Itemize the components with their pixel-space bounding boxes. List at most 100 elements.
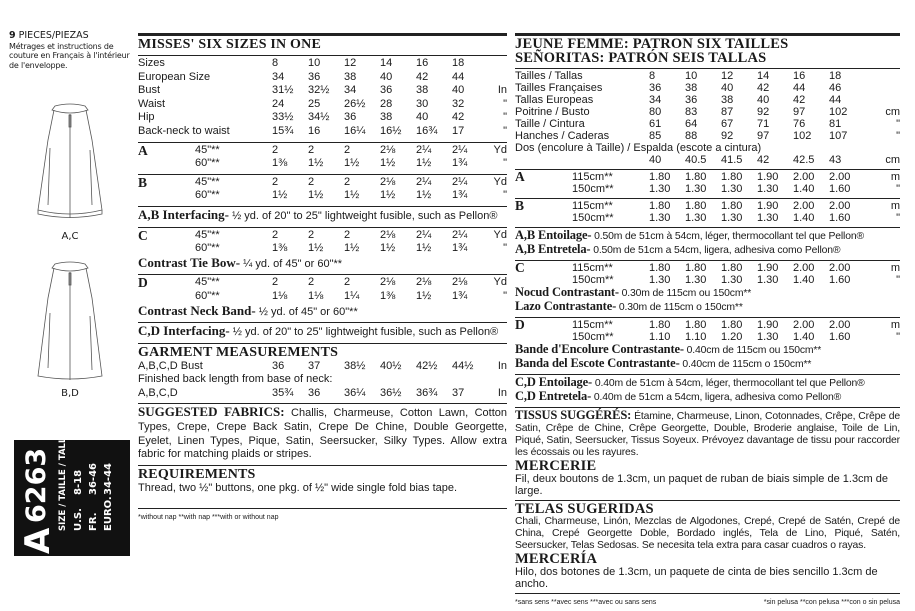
size-value: 16¾ [416,124,438,137]
size-value: 40 [757,94,770,106]
size-value: 1½ [308,157,324,170]
table-row: 60"** 1½ 1½ 1½ 1½ 1½ 1¾ " [138,189,507,203]
size-value: 1.80 [649,319,671,331]
footnote: *sans sens **avec sens ***avec ou sans s… [515,595,900,608]
size-value: 1¾ [452,242,468,255]
size-value: 15¾ [272,124,294,137]
region: FR. [88,512,99,531]
text-line: Fil, deux boutons de 1.3cm, un paquet de… [515,473,889,497]
size-value: 16 [416,57,429,69]
section: A,B Interfacing- ½ yd. of 20" to 25" lig… [138,205,507,227]
size-value: 2 [308,276,315,289]
text-line: Thread, two ½" buttons, one pkg. of ½" w… [138,481,458,494]
size-value: 40 [380,70,393,83]
size-value: 42 [757,82,770,94]
size-value: 2 [272,228,279,241]
fabric-width: 60"** [195,242,220,255]
size-value: 1½ [416,289,432,302]
region: EURO. [103,496,114,531]
paragraph-lead: Bande d'Encolure Contrastante- [515,342,684,356]
paragraph: Bande d'Encolure Contrastante- 0.40cm de… [515,343,900,357]
view-letter: C [138,227,148,243]
section-heading: TELAS SUGERIDAS [515,501,654,517]
size-value: 1.90 [757,319,779,331]
size-value: 76 [793,118,806,130]
size-value: 1.80 [721,319,743,331]
size-value: 2⅛ [380,175,396,188]
paragraph: Contrast Neck Band- ½ yd. of 45" or 60"*… [138,303,507,320]
size-range-euro: EURO.34-44 [102,443,116,531]
size-value: 2⅛ [452,276,468,289]
fabric-width: 45"** [195,228,220,241]
size-value: 1.40 [793,183,815,195]
table-row: Tailles Françaises 36 38 40 42 44 46 [515,82,900,94]
size-value: 1½ [416,242,432,255]
size-value: 1.80 [649,262,671,274]
paragraph: Contrast Tie Bow- ¼ yd. of 45" or 60"** [138,255,507,272]
unit: " [896,274,900,286]
text-line: Dos (encolure à Taille) / Espalda (escot… [515,142,762,154]
size-value: 1.30 [685,212,707,224]
size-value: 42 [452,111,465,124]
row-label: Sizes [138,57,165,69]
size-value: 10 [308,57,321,69]
size-value: 44 [452,70,465,83]
unit: " [503,189,507,202]
footnote-left: *without nap **with nap ***with or witho… [138,514,279,522]
size-value: 1.30 [721,274,743,286]
fabric-width: 150cm** [572,331,614,343]
size-value: 44 [793,82,806,94]
table-row: B 115cm** 1.80 1.80 1.80 1.90 2.00 2.00 m [515,199,900,213]
paragraph: A,B Entoilage- 0.50m de 51cm à 54cm, lég… [515,229,900,243]
paragraph-text: ¼ yd. of 45" or 60"** [243,257,343,270]
size-value: 17 [452,124,465,137]
view-letter: A [138,142,148,158]
size-value: 36½ [380,386,402,399]
size-value: 12 [344,57,357,69]
section: REQUIREMENTS Thread, two ½" buttons, one … [138,464,507,509]
pieces-label: PIECES/PIEZAS [18,30,89,41]
size-value: 2¼ [416,228,432,241]
section: D 115cm** 1.80 1.80 1.80 1.90 2.00 2.00 m 150cm**… [515,317,900,374]
spacer [138,495,507,505]
size-label: SIZE / TAILLE / TALLA [58,431,68,531]
unit: " [896,130,900,142]
unit [488,57,507,71]
view-letter: C [515,260,525,275]
size-value: 2¼ [452,228,468,241]
size-value: 26½ [344,97,366,110]
unit: " [896,331,900,343]
size-value: 42 [793,94,806,106]
unit [488,71,507,85]
size-value: 2⅛ [380,228,396,241]
paragraph-text: 0.40cm de 115cm ou 150cm** [686,345,822,356]
size-value: 2⅛ [380,143,396,156]
size-value: 1½ [344,242,360,255]
size-value: 2 [344,228,351,241]
paragraph-text: ½ yd. of 20" to 25" lightweight fusible,… [232,326,499,339]
section: A 45"** 2 2 2 2⅛ 2¼ 2¼ Yd 60"** 1⅜ 1½ 1½ 1½ 1½ 1¾ " [138,141,507,174]
paragraph-lead: A,B Interfacing- [138,206,229,222]
table-row: A 115cm** 1.80 1.80 1.80 1.90 2.00 2.00 m [515,170,900,184]
row-label: Tallas Europeas [515,94,594,106]
size-value: 2¼ [452,143,468,156]
size-value: 40 [452,84,465,97]
size-value: 32 [452,97,465,110]
size-value: 2⅛ [380,276,396,289]
size-value: 1.60 [829,331,851,343]
size-value: 1.30 [757,331,779,343]
size-range-fr: FR. 36-46 [87,443,101,531]
size-value: 36¼ [344,386,366,399]
size-value: 1¾ [452,157,468,170]
size-value: 25 [308,97,321,110]
size-value: 44 [829,94,842,106]
size-value: 2.00 [829,171,851,183]
table-row: Taille / Cintura 61 64 67 71 76 81 " [515,118,900,130]
size-value: 36 [272,359,285,372]
size-value: 1.80 [685,319,707,331]
french-spanish-yardage-chart: JEUNE FEMME: PATRON SIX TAILLES SEÑORITAS… [515,33,900,611]
unit: m [890,319,900,331]
paragraph-text: Chali, Charmeuse, Linón, Mezclas de Algo… [515,516,900,551]
size-value: 1.10 [685,331,707,343]
size-value: 42 [757,154,770,166]
